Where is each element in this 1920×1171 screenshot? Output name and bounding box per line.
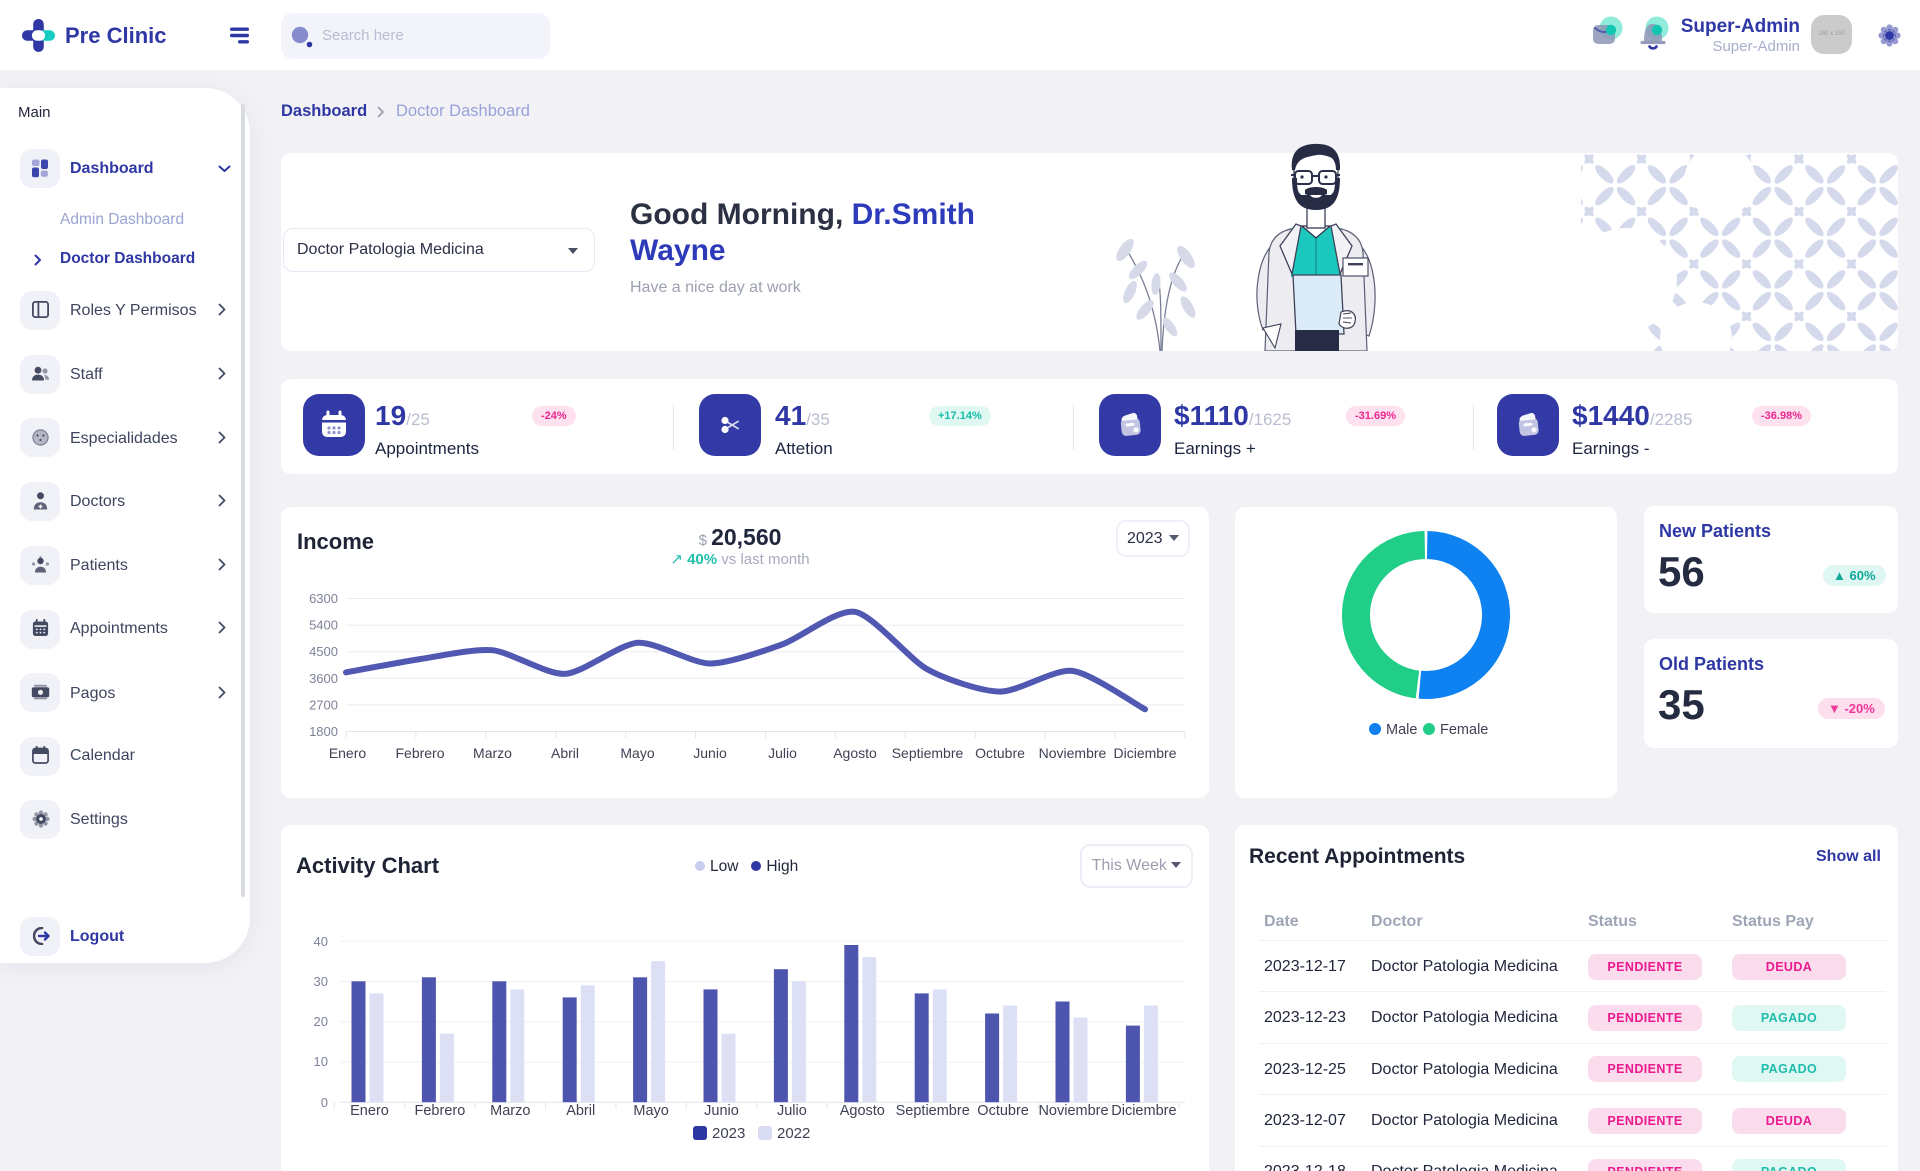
svg-text:6300: 6300 — [309, 591, 338, 606]
svg-text:Noviembre: Noviembre — [1038, 1103, 1108, 1119]
svg-text:Agosto: Agosto — [840, 1103, 885, 1119]
svg-text:20: 20 — [314, 1014, 328, 1029]
svg-text:Mayo: Mayo — [633, 1103, 668, 1119]
svg-text:10: 10 — [314, 1054, 328, 1069]
svg-text:Octubre: Octubre — [975, 745, 1025, 761]
svg-text:Mayo: Mayo — [620, 745, 654, 761]
svg-text:Julio: Julio — [768, 745, 797, 761]
svg-text:Abril: Abril — [551, 745, 579, 761]
svg-text:40: 40 — [314, 934, 328, 949]
svg-text:Septiembre: Septiembre — [892, 745, 964, 761]
svg-text:Diciembre: Diciembre — [1111, 1103, 1176, 1119]
svg-text:Female: Female — [1440, 722, 1488, 738]
svg-text:2022: 2022 — [777, 1125, 810, 1142]
svg-text:2023: 2023 — [712, 1125, 745, 1142]
svg-text:Junio: Junio — [704, 1103, 739, 1119]
svg-text:Julio: Julio — [777, 1103, 807, 1119]
svg-text:3600: 3600 — [309, 671, 338, 686]
svg-text:Enero: Enero — [350, 1103, 389, 1119]
svg-text:30: 30 — [314, 974, 328, 989]
svg-text:Febrero: Febrero — [395, 745, 444, 761]
svg-text:Septiembre: Septiembre — [896, 1103, 970, 1119]
svg-text:Enero: Enero — [329, 745, 367, 761]
svg-text:2700: 2700 — [309, 697, 338, 712]
svg-text:Abril: Abril — [566, 1103, 595, 1119]
svg-text:Noviembre: Noviembre — [1039, 745, 1107, 761]
svg-text:Febrero: Febrero — [415, 1103, 466, 1119]
svg-text:0: 0 — [321, 1095, 328, 1110]
svg-text:Marzo: Marzo — [490, 1103, 530, 1119]
svg-text:Octubre: Octubre — [977, 1103, 1029, 1119]
svg-text:Male: Male — [1386, 722, 1417, 738]
svg-text:4500: 4500 — [309, 644, 338, 659]
svg-text:Junio: Junio — [693, 745, 727, 761]
svg-text:Agosto: Agosto — [833, 745, 877, 761]
svg-text:Diciembre: Diciembre — [1113, 745, 1176, 761]
svg-text:5400: 5400 — [309, 618, 338, 633]
svg-text:Marzo: Marzo — [473, 745, 512, 761]
svg-text:1800: 1800 — [309, 724, 338, 739]
